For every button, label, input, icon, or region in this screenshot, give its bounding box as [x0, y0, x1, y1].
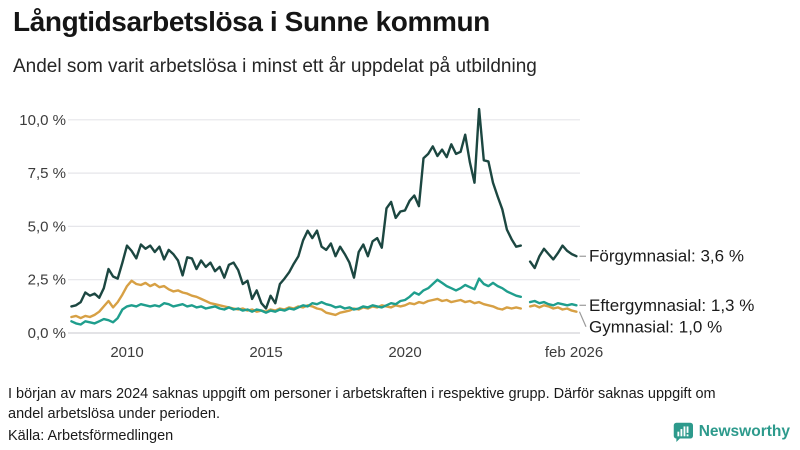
line-chart: 0,0 % 2,5 % 5,0 % 7,5 % 10,0 % 2010 2015 2020 f…	[19, 107, 754, 361]
series-label-förgymnasial: Förgymnasial: 3,6 %	[589, 247, 744, 266]
footnote: I början av mars 2024 saknas uppgift om …	[8, 384, 792, 424]
gridlines	[68, 119, 580, 334]
y-tick-label: 7,5 %	[28, 165, 66, 182]
footnote-line-1: I början av mars 2024 saknas uppgift om …	[8, 386, 716, 402]
footnote-line-2: andel arbetslösa under perioden.	[8, 406, 221, 422]
series-line-gymnasial	[70, 279, 522, 320]
newsworthy-wordmark: Newsworthy	[698, 422, 790, 440]
series-end-labels: Förgymnasial: 3,6 % Eftergymnasial: 1,3 %…	[578, 247, 754, 336]
y-tick-label: 2,5 %	[28, 272, 66, 289]
series-line-gymnasial	[528, 304, 578, 313]
series-line-eftergymnasial	[70, 277, 522, 326]
y-tick-label: 0,0 %	[28, 325, 66, 342]
x-tick-label: feb 2026	[545, 344, 603, 361]
series-lines	[70, 107, 578, 326]
series-line-förgymnasial	[70, 107, 522, 310]
series-line-förgymnasial	[528, 244, 578, 270]
y-tick-label: 5,0 %	[28, 218, 66, 235]
label-leader-line	[578, 311, 587, 328]
series-label-gymnasial: Gymnasial: 1,0 %	[589, 317, 722, 336]
newsworthy-logo[interactable]: Newsworthy	[672, 421, 790, 442]
x-axis-labels: 2010 2015 2020 feb 2026	[110, 344, 603, 361]
series-label-eftergymnasial: Eftergymnasial: 1,3 %	[589, 296, 754, 315]
x-tick-label: 2010	[110, 344, 143, 361]
y-tick-label: 10,0 %	[19, 112, 66, 129]
x-tick-label: 2020	[388, 344, 421, 361]
newsworthy-icon	[673, 422, 693, 442]
series-line-eftergymnasial	[528, 299, 578, 307]
page-title: Långtidsarbetslösa i Sunne kommun	[13, 6, 490, 37]
y-axis-labels: 0,0 % 2,5 % 5,0 % 7,5 % 10,0 %	[19, 112, 66, 342]
source-note: Källa: Arbetsförmedlingen	[8, 428, 174, 444]
page-subtitle: Andel som varit arbetslösa i minst ett å…	[13, 56, 537, 77]
x-tick-label: 2015	[249, 344, 282, 361]
